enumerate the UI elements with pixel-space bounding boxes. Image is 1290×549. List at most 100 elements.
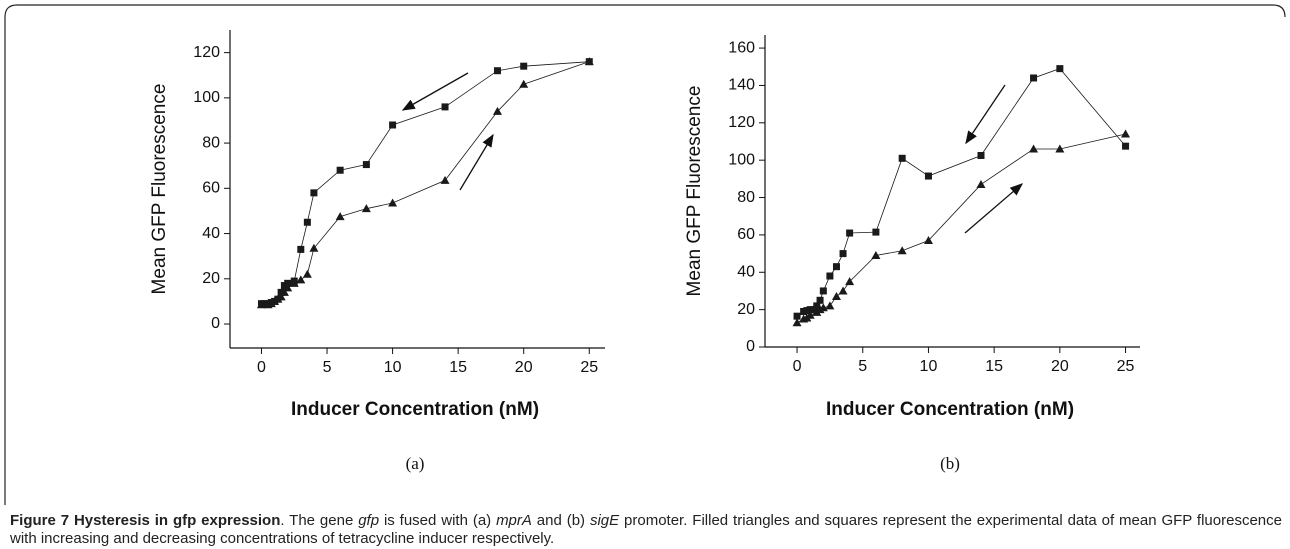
marker — [279, 287, 289, 296]
caption-title: Figure 7 Hysteresis in gfp expression — [10, 512, 281, 529]
caption-text: sigE — [589, 512, 620, 529]
x-tick-label: 20 — [1051, 358, 1069, 375]
series-line — [261, 61, 590, 306]
y-tick-label: 0 — [211, 315, 220, 332]
marker — [296, 275, 306, 284]
y-tick-label: 40 — [737, 263, 755, 280]
marker — [283, 283, 293, 292]
x-tick-label: 0 — [257, 359, 266, 376]
x-tick-label: 5 — [858, 358, 867, 375]
marker — [871, 250, 881, 259]
x-tick-label: 0 — [793, 358, 802, 375]
marker — [831, 292, 841, 301]
x-tick-label: 20 — [515, 359, 533, 376]
caption-text: and (b) — [531, 512, 590, 529]
y-tick-label: 80 — [202, 134, 220, 151]
marker — [388, 198, 398, 207]
marker — [898, 154, 906, 162]
y-tick-label: 20 — [737, 301, 755, 318]
marker — [813, 302, 821, 310]
frame — [4, 4, 1286, 505]
marker — [1056, 65, 1064, 73]
marker — [1029, 144, 1039, 153]
y-tick-label: 40 — [202, 225, 220, 242]
marker — [976, 179, 986, 188]
y-tick-label: 120 — [193, 44, 220, 61]
marker — [819, 287, 827, 295]
arrow — [965, 84, 1006, 145]
marker — [441, 103, 449, 111]
caption-text: . The gene — [280, 512, 359, 529]
marker — [302, 269, 312, 278]
x-axis-label: Inducer Concentration (nM) — [826, 399, 1074, 420]
caption-text: gfp — [358, 512, 380, 529]
marker — [493, 67, 501, 75]
marker — [297, 245, 305, 253]
marker — [924, 172, 932, 180]
marker — [335, 212, 345, 221]
caption-text: promoter. Filled triangles and squares r… — [10, 512, 1282, 547]
caption-text: mprA — [496, 512, 532, 529]
marker — [825, 301, 835, 310]
marker — [846, 229, 854, 237]
y-axis-label: Mean GFP Fluorescence — [684, 86, 705, 297]
x-tick-label: 10 — [920, 358, 938, 375]
marker — [897, 246, 907, 255]
x-tick-label: 15 — [985, 358, 1003, 375]
y-tick-label: 100 — [728, 151, 755, 168]
marker — [336, 166, 344, 174]
marker — [1055, 144, 1065, 153]
caption-text: is fused with (a) — [379, 512, 497, 529]
marker — [1122, 142, 1130, 150]
x-tick-label: 5 — [323, 359, 332, 376]
marker — [845, 277, 855, 286]
marker — [276, 292, 286, 301]
marker — [519, 79, 529, 88]
y-tick-label: 140 — [728, 77, 755, 94]
marker — [923, 236, 933, 245]
y-tick-label: 60 — [737, 226, 755, 243]
marker — [839, 250, 847, 258]
x-tick-label: 15 — [449, 359, 467, 376]
marker — [832, 263, 840, 271]
y-tick-label: 80 — [737, 189, 755, 206]
y-tick-label: 0 — [746, 338, 755, 355]
marker — [277, 288, 285, 296]
caption: Figure 7 Hysteresis in gfp expression. T… — [10, 512, 1282, 548]
marker — [826, 272, 834, 280]
x-tick-label: 25 — [580, 359, 598, 376]
marker — [838, 286, 848, 295]
x-tick-label: 10 — [384, 359, 402, 376]
arrow — [401, 72, 469, 111]
marker — [492, 106, 502, 115]
marker — [792, 318, 802, 327]
x-tick-label: 25 — [1117, 358, 1135, 375]
panel-label: (b) — [940, 454, 960, 473]
marker — [805, 310, 815, 319]
y-tick-label: 160 — [728, 39, 755, 56]
marker — [977, 152, 985, 160]
marker — [816, 296, 824, 304]
y-axis-label: Mean GFP Fluorescence — [149, 84, 170, 295]
y-tick-label: 60 — [202, 180, 220, 197]
marker — [440, 175, 450, 184]
marker — [1030, 74, 1038, 82]
marker — [362, 161, 370, 169]
arrow — [459, 133, 494, 191]
marker — [793, 312, 801, 320]
arrow — [964, 183, 1023, 234]
marker — [809, 306, 817, 314]
marker — [1121, 129, 1131, 138]
marker — [520, 62, 528, 70]
series-line — [796, 68, 1126, 317]
marker — [284, 279, 292, 287]
marker — [872, 228, 880, 236]
marker — [361, 204, 371, 213]
marker — [584, 57, 594, 66]
marker — [310, 189, 318, 197]
marker — [289, 278, 299, 287]
marker — [389, 121, 397, 129]
marker — [303, 218, 311, 226]
